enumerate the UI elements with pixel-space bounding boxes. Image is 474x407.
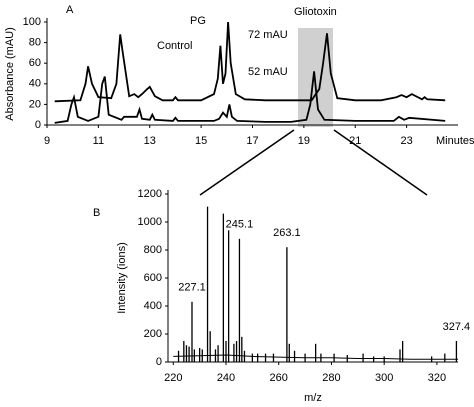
- x-axis-label: Minutes: [436, 135, 474, 147]
- annotation: 72 mAU: [248, 29, 288, 41]
- zoom-line: [199, 129, 295, 196]
- annotation: PG: [190, 15, 206, 27]
- y-tick-label: 1200: [138, 188, 162, 200]
- x-tick-label: 240: [217, 372, 235, 384]
- peak-label: 227.1: [178, 282, 206, 294]
- y-tick-label: 400: [144, 300, 162, 312]
- zoom-line: [333, 129, 428, 196]
- x-axis-label: m/z: [304, 392, 322, 404]
- x-tick-label: 280: [322, 372, 340, 384]
- peak-label: 245.1: [226, 219, 254, 231]
- y-tick-label: 1000: [138, 216, 162, 228]
- x-tick-label: 21: [349, 135, 361, 147]
- baseline: [173, 354, 458, 360]
- y-tick-label: 80: [29, 37, 41, 49]
- trace: [54, 21, 446, 103]
- x-tick-label: 19: [298, 135, 310, 147]
- x-tick-label: 260: [270, 372, 288, 384]
- x-tick-label: 11: [93, 135, 104, 147]
- y-tick-label: 0: [35, 119, 41, 131]
- y-tick-label: 600: [144, 272, 162, 284]
- x-tick-label: 17: [246, 135, 258, 147]
- y-tick-label: 20: [29, 98, 41, 110]
- y-tick-label: 40: [29, 78, 41, 90]
- x-tick-label: 300: [375, 372, 393, 384]
- x-tick-label: 13: [144, 135, 156, 147]
- x-tick-label: 220: [164, 372, 182, 384]
- annotation: Control: [157, 40, 192, 52]
- y-axis-label: Absorbance (mAU): [4, 27, 16, 121]
- y-tick-label: 100: [23, 16, 41, 28]
- trace: [54, 71, 446, 124]
- x-tick-label: 320: [428, 372, 446, 384]
- panel-label: B: [93, 207, 100, 219]
- peak-label: 263.1: [273, 227, 301, 239]
- annotation: 52 mAU: [248, 66, 288, 78]
- y-axis-label: Intensity (ions): [116, 242, 128, 314]
- y-tick-label: 60: [29, 57, 41, 69]
- panel-label: A: [66, 4, 74, 16]
- x-tick-label: 23: [401, 135, 413, 147]
- annotation: Gliotoxin: [294, 6, 337, 18]
- peak-label: 327.4: [443, 321, 471, 333]
- y-tick-label: 200: [144, 328, 162, 340]
- x-tick-label: 9: [44, 135, 50, 147]
- y-tick-label: 0: [156, 356, 162, 368]
- x-tick-label: 15: [195, 135, 207, 147]
- y-tick-label: 800: [144, 244, 162, 256]
